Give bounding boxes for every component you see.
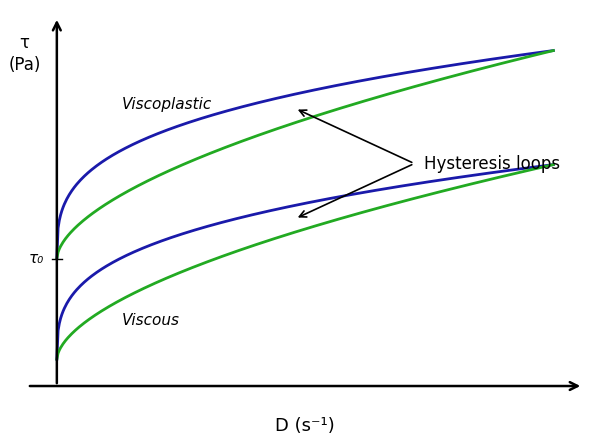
Text: τ
(Pa): τ (Pa) xyxy=(8,34,41,74)
Text: τ₀: τ₀ xyxy=(29,251,44,266)
Text: Viscoplastic: Viscoplastic xyxy=(121,97,212,112)
Text: D (s⁻¹): D (s⁻¹) xyxy=(275,417,335,435)
Text: Hysteresis loops: Hysteresis loops xyxy=(424,155,560,173)
Text: Viscous: Viscous xyxy=(121,313,179,328)
